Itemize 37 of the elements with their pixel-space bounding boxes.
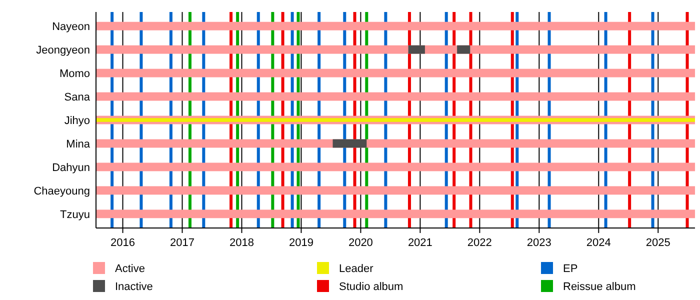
bar <box>96 210 695 218</box>
legend-label: Reissue album <box>563 281 636 293</box>
bar <box>96 45 695 54</box>
y-tick-label: Mina <box>66 138 91 150</box>
legend-label: EP <box>563 263 578 275</box>
bar <box>96 118 695 122</box>
bar <box>96 22 695 30</box>
bar <box>457 45 470 54</box>
legend-label: Leader <box>339 263 374 275</box>
y-tick-label: Jeongyeon <box>36 44 90 57</box>
bar <box>96 162 695 172</box>
y-tick-label: Chaeyoung <box>34 185 90 198</box>
bar <box>408 45 425 54</box>
x-tick-label: 2025 <box>646 237 670 249</box>
bar <box>96 139 695 148</box>
legend-label: Inactive <box>115 281 153 293</box>
x-tick-label: 2018 <box>229 237 254 249</box>
x-tick-label: 2017 <box>170 237 194 249</box>
x-tick-label: 2019 <box>288 237 314 249</box>
y-tick-label: Sana <box>64 92 91 104</box>
y-tick-label: Nayeon <box>52 21 90 34</box>
x-tick-label: 2021 <box>408 237 432 249</box>
bar <box>332 139 367 148</box>
y-tick-label: Momo <box>59 68 90 80</box>
bar <box>96 68 695 78</box>
y-tick-label: Jihyo <box>64 115 90 127</box>
x-tick-label: 2023 <box>526 237 552 249</box>
bar <box>96 92 695 101</box>
x-tick-label: 2016 <box>110 237 136 249</box>
legend-label: Active <box>115 263 145 275</box>
x-tick-label: 2022 <box>467 237 492 249</box>
bar <box>96 186 695 195</box>
y-tick-label: Tzuyu <box>60 208 90 221</box>
legend-label: Studio album <box>339 281 404 293</box>
x-tick-label: 2024 <box>586 237 611 249</box>
y-tick-label: Dahyun <box>52 162 90 174</box>
x-tick-label: 2020 <box>348 237 373 249</box>
